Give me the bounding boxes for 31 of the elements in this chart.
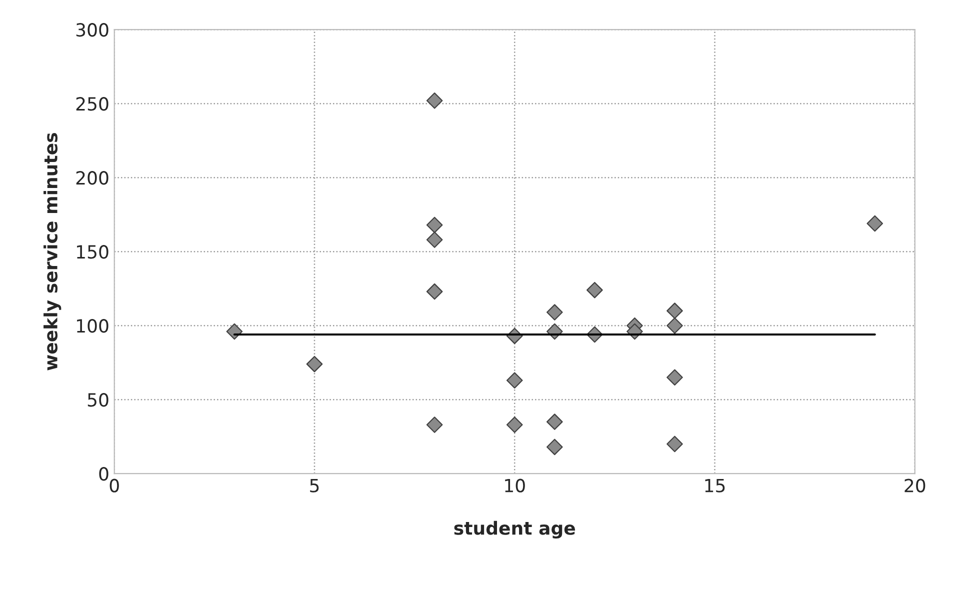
y-tick-label: 300 <box>76 23 108 37</box>
y-tick-label: 50 <box>88 393 108 407</box>
y-axis-title: weekly service minutes <box>44 133 62 370</box>
point <box>546 304 563 320</box>
point <box>866 215 884 232</box>
point <box>426 216 443 234</box>
point <box>546 414 563 430</box>
point <box>666 302 683 319</box>
y-tick-label: 250 <box>76 97 108 111</box>
y-tick-label: 200 <box>76 171 108 185</box>
point <box>666 369 683 386</box>
point <box>426 283 443 300</box>
x-tick-label: 10 <box>505 478 525 492</box>
x-tick-label: 5 <box>310 479 319 492</box>
point <box>426 232 443 248</box>
point <box>666 436 683 452</box>
point <box>426 416 443 433</box>
point <box>586 282 603 298</box>
point <box>426 92 443 109</box>
point <box>306 356 323 372</box>
point <box>666 317 683 334</box>
point <box>506 372 523 389</box>
y-tick-label: 150 <box>77 245 108 259</box>
point <box>506 416 523 433</box>
y-tick-label: 100 <box>77 319 108 333</box>
x-axis-title: student age <box>454 520 576 539</box>
point <box>546 438 563 456</box>
y-tick-label: 0 <box>99 467 108 481</box>
x-tick-label: 0 <box>110 478 119 492</box>
x-tick-label: 20 <box>904 478 926 492</box>
x-tick-label: 15 <box>705 479 725 492</box>
